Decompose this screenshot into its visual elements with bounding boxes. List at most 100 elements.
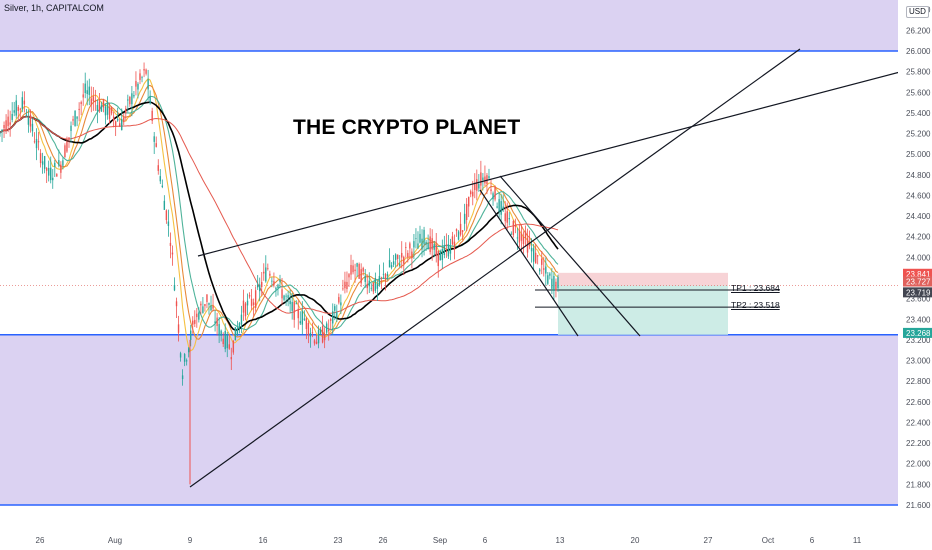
- candle-body: [31, 123, 34, 132]
- candle-body: [394, 254, 397, 260]
- candle-body: [530, 247, 533, 252]
- y-tick-label: 25.600: [906, 88, 931, 97]
- candle-body: [5, 120, 7, 132]
- x-tick-label: 26: [36, 536, 45, 545]
- watermark-text: THE CRYPTO PLANET: [293, 116, 521, 139]
- x-tick-label: 13: [556, 536, 565, 545]
- x-tick-label: 20: [631, 536, 640, 545]
- candle-body: [488, 176, 490, 179]
- candle-body: [455, 229, 458, 232]
- falling-channel-top: [499, 175, 641, 337]
- candle-body: [423, 229, 425, 245]
- candle-body: [502, 206, 504, 209]
- y-tick-label: 22.600: [906, 398, 931, 407]
- candle-body: [177, 324, 180, 333]
- candle-body: [269, 273, 271, 276]
- candle-body: [47, 167, 50, 176]
- candle-body: [70, 125, 72, 132]
- candle-body: [131, 93, 133, 105]
- candle-body: [498, 199, 500, 212]
- candle-body: [295, 303, 297, 305]
- candle-body: [506, 211, 508, 223]
- ma-long-line: [0, 116, 559, 314]
- candle-body: [374, 278, 377, 291]
- candle-body: [261, 282, 263, 287]
- candle-body: [143, 69, 145, 71]
- candle-body: [106, 103, 109, 115]
- candle-body: [472, 191, 474, 197]
- candle-body: [271, 280, 273, 282]
- candle-body: [392, 261, 395, 265]
- candle-body: [441, 248, 444, 261]
- y-tick-label: 26.000: [906, 47, 931, 56]
- candle-body: [194, 319, 196, 324]
- candle-body: [265, 267, 267, 282]
- candle-body: [68, 137, 70, 139]
- time-axis-bg: [0, 530, 932, 550]
- candle-body: [35, 138, 38, 149]
- candle-body: [403, 256, 405, 264]
- candle-body: [417, 243, 419, 249]
- candle-body: [407, 252, 409, 258]
- candle-body: [179, 353, 182, 358]
- y-tick-label: 24.600: [906, 191, 931, 200]
- candle-body: [445, 244, 448, 247]
- candle-body: [332, 311, 334, 324]
- candle-body: [33, 141, 36, 143]
- candle-body: [125, 108, 127, 114]
- candle-body: [240, 314, 243, 325]
- candle-body: [161, 185, 164, 187]
- candle-body: [218, 324, 220, 336]
- candle-body: [321, 325, 324, 343]
- candle-body: [536, 255, 539, 257]
- candle-body: [112, 116, 115, 121]
- candle-body: [206, 294, 208, 302]
- candle-body: [3, 125, 5, 129]
- candle-body: [230, 357, 233, 360]
- candle-body: [76, 116, 78, 119]
- candle-body: [287, 295, 289, 299]
- y-tick-label: 25.000: [906, 150, 931, 159]
- candle-body: [401, 252, 403, 258]
- candle-body: [9, 122, 11, 125]
- y-tick-label: 25.400: [906, 109, 931, 118]
- x-tick-label: 9: [188, 536, 193, 545]
- candle-body: [354, 269, 356, 272]
- currency-selector[interactable]: USD: [906, 6, 929, 18]
- candle-body: [547, 275, 549, 284]
- zones-layer: [0, 0, 898, 506]
- candle-body: [15, 100, 17, 116]
- candle-body: [204, 303, 206, 307]
- candle-body: [196, 313, 198, 318]
- candle-body: [11, 113, 13, 120]
- rising-support-line: [189, 48, 801, 488]
- candle-body: [500, 201, 502, 215]
- candle-body: [173, 284, 176, 291]
- candle-body: [29, 114, 32, 127]
- x-tick-label: 16: [259, 536, 268, 545]
- candle-body: [281, 289, 283, 299]
- y-tick-label: 22.800: [906, 377, 931, 386]
- candle-body: [256, 284, 259, 288]
- x-tick-label: 11: [853, 536, 862, 545]
- candle-body: [50, 167, 52, 181]
- candle-body: [399, 263, 401, 266]
- candle-body: [263, 271, 265, 274]
- candle-body: [86, 90, 88, 95]
- candle-body: [518, 230, 521, 243]
- candle-body: [41, 161, 44, 165]
- candle-body: [139, 73, 141, 80]
- price-tag: [903, 327, 932, 338]
- candle-body: [133, 95, 135, 97]
- candle-body: [480, 172, 482, 186]
- candle-body: [325, 323, 328, 333]
- candle-body: [183, 354, 186, 362]
- candle-body: [362, 267, 364, 272]
- candle-body: [236, 328, 239, 335]
- candle-body: [226, 335, 228, 349]
- price-tag-label: 23.719: [906, 288, 931, 297]
- candle-body: [415, 238, 417, 239]
- candle-body: [372, 282, 375, 292]
- candle-body: [234, 327, 237, 341]
